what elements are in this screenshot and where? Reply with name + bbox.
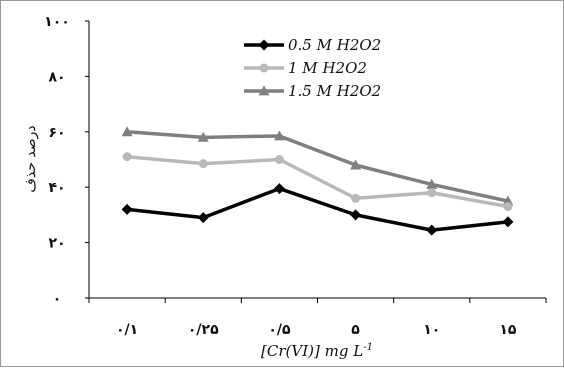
series-3 [121, 126, 514, 206]
legend-marker [258, 39, 270, 51]
x-tick-label: ۰/۲۵ [188, 322, 219, 338]
data-point [122, 152, 132, 162]
data-point [502, 195, 514, 206]
y-tick-label: ۴۰ [48, 180, 65, 196]
legend-item: 1 M H2O2 [244, 59, 367, 77]
data-point [350, 209, 362, 221]
data-point [274, 155, 284, 164]
y-tick-label: ۲۰ [48, 236, 65, 252]
legend-label: 1.5 M H2O2 [288, 82, 381, 100]
legend-marker [259, 63, 269, 73]
legend-marker [258, 85, 270, 96]
data-point [121, 126, 133, 137]
x-tick-label: ۱۵ [499, 322, 517, 338]
y-tick-label: ۸۰ [48, 69, 65, 85]
data-point [273, 130, 285, 141]
data-point [273, 183, 285, 195]
data-point [121, 203, 133, 215]
x-tick-label: ۰/۱ [116, 322, 138, 338]
series-line [126, 130, 509, 203]
x-ticks: ۰/۱ ۰/۲۵ ۰/۵ ۵ ۱۰ ۱۵ [88, 298, 547, 338]
y-tick-label: ۱۰۰ [44, 14, 70, 30]
data-point [426, 224, 438, 236]
data-point [426, 178, 438, 189]
y-ticks: ۰ ۲۰ ۴۰ ۶۰ ۸۰ ۱۰۰ [44, 14, 89, 307]
legend-label: 0.5 M H2O2 [288, 36, 381, 54]
series-line [126, 154, 509, 209]
y-tick-label: ۰ [53, 291, 62, 307]
data-point [351, 193, 361, 203]
legend-item: 0.5 M H2O2 [244, 36, 381, 54]
x-tick-label: ۱۰ [423, 322, 440, 338]
data-point [503, 202, 513, 212]
legend: 0.5 M H2O2 1 M H2O2 1.5 M H2O2 [244, 36, 381, 100]
x-tick-label: ۰/۵ [268, 322, 291, 338]
y-axis-title: درصد حذف [23, 125, 39, 192]
data-point [198, 159, 208, 169]
data-point [197, 212, 209, 224]
series-group [121, 126, 514, 236]
data-point [197, 131, 209, 142]
series-line [126, 186, 509, 232]
y-tick-label: ۶۰ [48, 125, 65, 141]
data-point [427, 188, 437, 198]
data-point [502, 216, 514, 228]
x-tick-label: ۵ [351, 322, 360, 338]
legend-item: 1.5 M H2O2 [244, 82, 381, 100]
data-point [350, 159, 362, 170]
series-2 [122, 152, 513, 212]
series-1 [121, 183, 514, 236]
x-axis-title: [Cr(VI)] mg L-1 [261, 342, 373, 360]
legend-label: 1 M H2O2 [288, 59, 367, 77]
